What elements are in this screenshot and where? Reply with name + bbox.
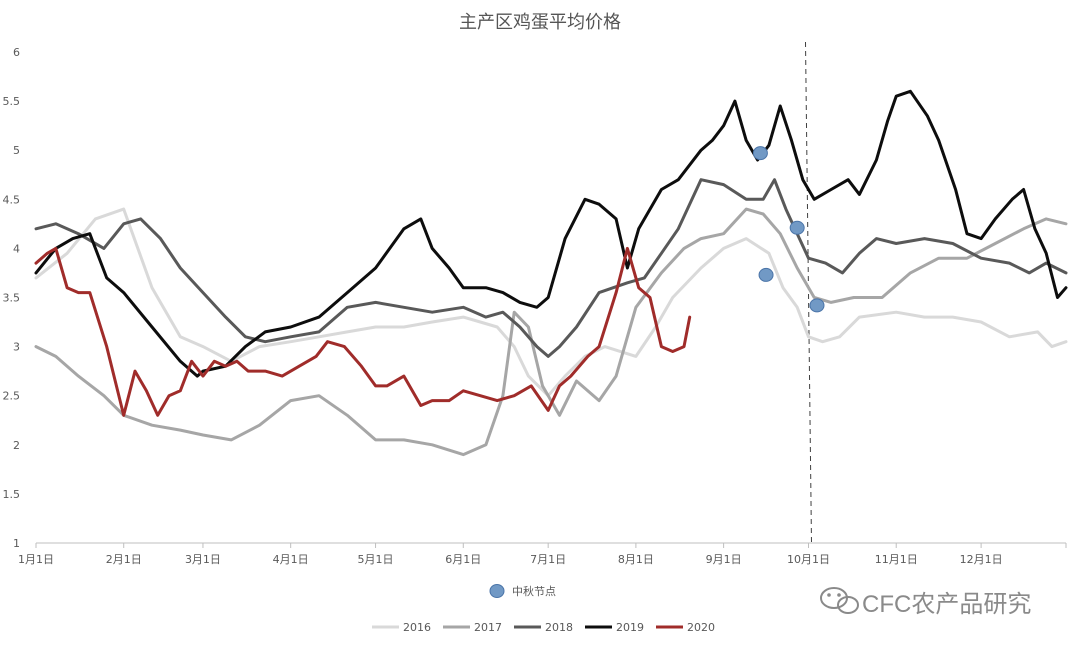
mid-autumn-marker	[752, 146, 768, 161]
mid-autumn-marker	[758, 267, 774, 282]
watermark-text: CFC农产品研究	[862, 584, 1031, 619]
y-tick-label: 3	[13, 341, 20, 354]
series-line-2018	[34, 178, 1068, 358]
x-tick-label: 6月1日	[445, 553, 481, 566]
legend-label-2016: 2016	[403, 621, 431, 634]
legend-label-2018: 2018	[545, 621, 573, 634]
x-axis: 1月1日 2月1日 3月1日 4月1日 5月1日 6月1日 7月1日 8月1日 9月1日 10月1…	[18, 542, 1067, 566]
y-axis-labels: 1 1.5 2 2.5 3 3.5 4 4.5 5 5.5 6	[3, 46, 21, 550]
y-tick-label: 1	[13, 537, 20, 550]
x-tick-label: 11月1日	[875, 553, 918, 566]
wechat-icon	[820, 587, 859, 614]
y-tick-label: 4.5	[3, 193, 21, 206]
y-tick-label: 5	[13, 144, 20, 157]
y-tick-label: 5.5	[3, 95, 21, 108]
reference-line-group	[805, 41, 812, 544]
y-tick-label: 2	[13, 439, 20, 452]
legend-marker-symbol	[489, 584, 505, 598]
watermark-label: CFC农产品研究	[862, 591, 1032, 618]
legend-marker-label: 中秋节点	[512, 584, 556, 598]
x-tick-label: 5月1日	[358, 553, 394, 566]
legend-label-2017: 2017	[474, 621, 502, 634]
x-tick-label: 4月1日	[273, 553, 309, 566]
series-lines	[34, 89, 1068, 457]
y-tick-label: 4	[13, 242, 20, 255]
mid-autumn-marker	[809, 298, 825, 313]
mid-autumn-marker	[789, 220, 805, 235]
x-tick-label: 8月1日	[618, 553, 654, 566]
chart-title: 主产区鸡蛋平均价格	[459, 12, 621, 33]
x-tick-label: 7月1日	[530, 553, 566, 566]
x-tick-label: 2月1日	[106, 553, 142, 566]
x-tick-label: 3月1日	[185, 553, 221, 566]
festival-markers	[752, 146, 825, 313]
legend-label-2020: 2020	[687, 621, 715, 634]
legend-label-2019: 2019	[616, 621, 644, 634]
mid-autumn-reference-line	[805, 41, 812, 544]
x-tick-label: 12月1日	[960, 553, 1003, 566]
series-line-2016	[34, 207, 1068, 398]
series-line-2020	[34, 246, 692, 417]
y-tick-label: 3.5	[3, 292, 21, 305]
series-line-2017	[34, 207, 1068, 457]
y-tick-label: 1.5	[3, 488, 21, 501]
x-tick-label: 1月1日	[18, 553, 54, 566]
y-tick-label: 6	[13, 46, 20, 59]
series-line-2019	[34, 89, 1068, 378]
x-tick-label: 10月1日	[787, 553, 830, 566]
legend: 中秋节点 2016 2017 2018 2019 2020	[372, 584, 715, 634]
x-tick-label: 9月1日	[706, 553, 742, 566]
y-tick-label: 2.5	[3, 390, 21, 403]
